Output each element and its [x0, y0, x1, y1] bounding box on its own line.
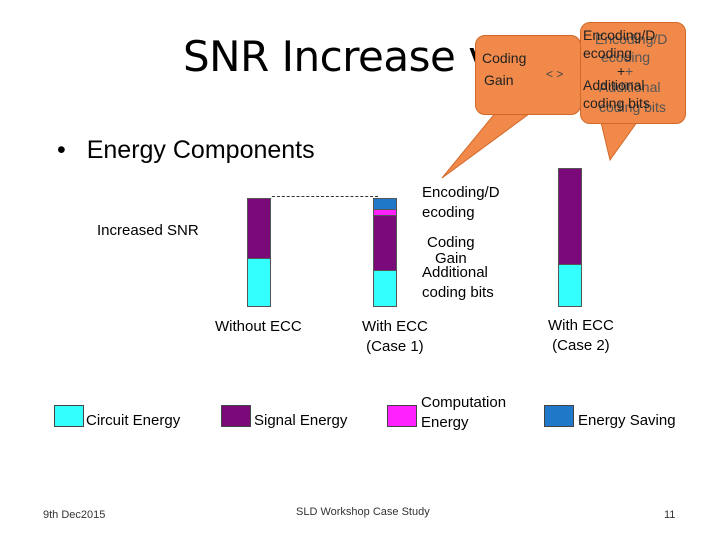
label-case1-line1: With ECC: [362, 318, 428, 335]
label-case2-line2: (Case 2): [552, 337, 610, 354]
bar-without-ecc-signal: [247, 198, 271, 259]
callout-front-line-2: ecoding: [583, 45, 633, 61]
footer-page-number: 11: [664, 509, 676, 521]
annotation-additional: Additional coding bits: [422, 263, 494, 303]
label-with-ecc-case1: With ECC (Case 1): [362, 317, 428, 357]
footer-date: 9th Dec2015: [43, 509, 106, 521]
legend-swatch-signal: [221, 405, 251, 427]
legend-label-computation-line2: Energy: [421, 414, 469, 431]
bullet-dot: •: [57, 136, 66, 164]
callout-arrows: < >: [546, 67, 564, 81]
footer-center: SLD Workshop Case Study: [296, 506, 430, 518]
callout-gain: Gain: [484, 72, 514, 88]
annotation-coding-gain: Coding Gain: [427, 233, 475, 269]
callout-back-line-4: Additional: [599, 79, 661, 95]
legend-swatch-computation: [387, 405, 417, 427]
bar-case1-circuit: [373, 270, 397, 307]
snr-reference-dashed-line: [272, 196, 378, 197]
bar-case2-signal: [558, 168, 582, 265]
legend-label-saving: Energy Saving: [578, 412, 676, 429]
callout-back-line-1: Encoding/D: [595, 31, 668, 47]
bar-without-ecc-circuit: [247, 258, 271, 307]
callout-back-line-3: +: [625, 63, 634, 79]
label-without-ecc: Without ECC: [215, 318, 302, 335]
annotation-encoding-line1: Encoding/D: [422, 184, 500, 201]
bullet-energy-components: • Energy Components: [57, 136, 315, 165]
bar-case2-circuit: [558, 264, 582, 307]
legend-swatch-circuit: [54, 405, 84, 427]
coding-gain-callout: Coding Gain < >: [475, 35, 581, 115]
annotation-additional-line1: Additional: [422, 264, 488, 281]
label-case2-line1: With ECC: [548, 317, 614, 334]
annotation-additional-line2: coding bits: [422, 284, 494, 301]
encoding-callout: Encoding/D ecoding + Additional coding b…: [580, 22, 686, 124]
callout-front-line-4: Additional: [583, 77, 645, 93]
callout-coding: Coding: [482, 50, 527, 66]
annotation-coding-gain-line2: Gain: [435, 250, 467, 267]
callout-back-line-2: ecoding: [601, 49, 651, 65]
legend-swatch-saving: [544, 405, 574, 427]
label-with-ecc-case2: With ECC (Case 2): [548, 316, 614, 356]
annotation-encoding: Encoding/D ecoding: [422, 183, 500, 223]
callout-front-line-5: coding bits: [583, 95, 650, 111]
legend-label-computation: Computation Energy: [421, 393, 506, 433]
bar-case1-signal: [373, 215, 397, 271]
callout-front-line-1: Encoding/D: [583, 27, 656, 43]
legend-label-circuit: Circuit Energy: [86, 412, 181, 429]
callout-back-line-5: coding bits: [599, 99, 666, 115]
bullet-text: Energy Components: [86, 136, 315, 164]
callout-front-line-3: +: [617, 63, 626, 79]
legend-label-signal: Signal Energy: [254, 412, 348, 429]
annotation-coding-gain-line1: Coding: [427, 234, 475, 251]
label-case1-line2: (Case 1): [366, 338, 424, 355]
legend-label-computation-line1: Computation: [421, 394, 507, 411]
annotation-encoding-line2: ecoding: [422, 204, 475, 221]
increased-snr-label: Increased SNR: [97, 222, 199, 239]
